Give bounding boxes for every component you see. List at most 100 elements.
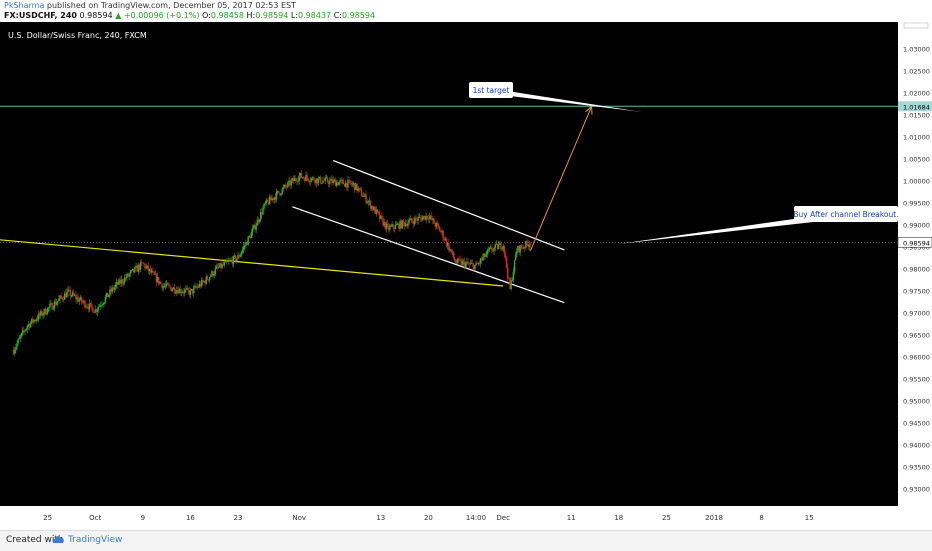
candle-body <box>264 203 266 204</box>
candle-body <box>308 180 311 182</box>
support-trendline[interactable] <box>0 239 504 287</box>
candle-body <box>503 245 506 254</box>
candle-body <box>85 306 87 308</box>
target-label-box[interactable] <box>469 82 513 98</box>
candle-body <box>340 179 342 181</box>
candle-body <box>165 283 168 286</box>
candle-body <box>33 319 35 323</box>
candle-body <box>41 311 43 316</box>
candle-body <box>448 243 450 251</box>
candle-body <box>181 292 184 293</box>
candle-body <box>269 196 271 205</box>
candle-body <box>242 246 245 250</box>
time-axis[interactable] <box>0 506 932 528</box>
candle-body <box>317 178 320 184</box>
candle-body <box>484 253 486 257</box>
target-arrow-head <box>585 105 593 115</box>
candle-body <box>350 183 353 185</box>
candle-body <box>42 314 44 316</box>
target-price-tag <box>898 101 932 112</box>
candle-body <box>505 256 508 268</box>
breakout-label-box[interactable] <box>794 206 898 222</box>
candle-body <box>189 290 192 295</box>
candle-body <box>290 180 292 186</box>
candle-body <box>514 255 517 261</box>
candle-body <box>190 289 193 291</box>
x-tick-label: 16 <box>186 514 195 522</box>
channel-lower-line[interactable] <box>292 206 565 304</box>
candle-body <box>358 188 360 190</box>
channel-upper-line[interactable] <box>332 160 565 251</box>
drawings[interactable] <box>0 105 898 304</box>
candle-body <box>409 218 411 221</box>
annotation-labels[interactable]: 1st target Buy After channel Breakout. <box>469 82 899 244</box>
candle-body <box>454 259 457 263</box>
candle-body <box>89 303 92 305</box>
target-arrow[interactable] <box>529 106 593 251</box>
candle-body <box>78 299 81 302</box>
candle-body <box>48 307 50 309</box>
candle-body <box>144 264 146 269</box>
candle-body <box>135 265 137 268</box>
candle-body <box>59 295 61 299</box>
candle-body <box>400 220 402 229</box>
candle-body <box>274 197 277 200</box>
candle-body <box>487 249 490 251</box>
chart-area[interactable]: U.S. Dollar/Swiss Franc, 240, FXCM 1.030… <box>0 22 932 528</box>
candle-body <box>316 178 319 184</box>
candle-body <box>296 180 298 182</box>
y-tick-label: 1.02000 <box>903 89 930 97</box>
candle-body <box>335 182 338 186</box>
candle-body <box>312 177 314 179</box>
candle-body <box>238 255 240 257</box>
candle-body <box>206 276 209 280</box>
candle-body <box>384 222 387 229</box>
candle-body <box>148 268 151 271</box>
candle-body <box>263 203 265 209</box>
candle-body <box>320 176 322 184</box>
candle-body <box>20 333 23 337</box>
candle-body <box>465 263 467 268</box>
candle-body <box>211 271 213 276</box>
candle-body <box>102 303 104 305</box>
y-tick-label: 0.95000 <box>903 397 930 405</box>
candle-body <box>155 273 158 283</box>
candle-body <box>152 270 154 272</box>
author-link[interactable]: PkSharma <box>4 1 45 10</box>
candle-body <box>247 236 249 245</box>
candle-body <box>235 255 237 262</box>
candle-body <box>215 266 218 269</box>
price-chart[interactable]: U.S. Dollar/Swiss Franc, 240, FXCM 1.030… <box>0 22 932 528</box>
candle-body <box>162 286 164 289</box>
candle-body <box>470 263 473 264</box>
candle-body <box>205 276 207 284</box>
candle-body <box>266 199 269 202</box>
candle-body <box>70 295 73 297</box>
candle-body <box>326 177 329 183</box>
tradingview-brand[interactable]: TradingView <box>68 535 123 545</box>
candle-body <box>354 183 356 190</box>
x-tick-label: Nov <box>292 514 306 522</box>
candle-body <box>476 263 478 265</box>
candle-body <box>241 249 244 253</box>
x-tick-label: Dec <box>496 514 510 522</box>
close-value: 0.98594 <box>341 11 376 20</box>
candle-body <box>493 247 495 251</box>
candle-body <box>435 222 438 227</box>
candle-body <box>125 277 127 279</box>
candle-body <box>61 297 64 300</box>
scale-settings-icon[interactable] <box>903 22 929 29</box>
candle-body <box>187 288 189 291</box>
candle-body <box>40 311 42 316</box>
price-axis[interactable] <box>898 22 932 528</box>
candle-body <box>194 286 196 288</box>
candle-body <box>357 188 359 191</box>
candle-body <box>509 278 511 289</box>
candle-body <box>250 232 253 239</box>
candle-body <box>517 246 519 252</box>
candle-body <box>475 263 477 266</box>
candle-body <box>169 285 171 288</box>
candle-body <box>138 265 141 270</box>
candle-body <box>83 300 85 302</box>
y-tick-label: 0.93500 <box>903 463 930 471</box>
